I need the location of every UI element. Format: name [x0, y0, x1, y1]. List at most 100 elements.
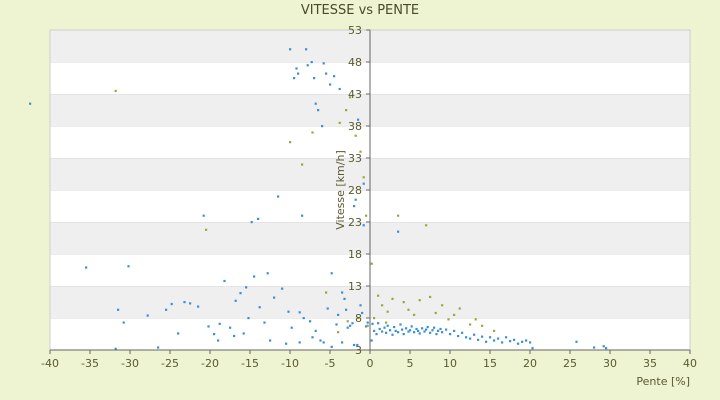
data-point — [326, 307, 329, 310]
data-point — [306, 64, 309, 67]
data-point — [485, 340, 488, 343]
y-tick-label: 33 — [348, 152, 362, 165]
data-point — [402, 333, 405, 336]
data-point — [365, 325, 368, 328]
data-point — [397, 331, 400, 334]
data-point — [338, 121, 341, 124]
data-point — [357, 118, 360, 121]
data-point — [325, 291, 328, 294]
data-point — [361, 311, 364, 315]
data-point — [205, 228, 208, 231]
data-point — [157, 346, 160, 349]
data-point — [329, 83, 332, 86]
y-tick-label: 38 — [348, 120, 362, 133]
x-tick-label: -10 — [281, 357, 299, 370]
data-point — [314, 329, 317, 332]
data-point — [431, 329, 434, 332]
data-point — [375, 333, 378, 336]
data-point — [357, 317, 360, 320]
data-point — [385, 321, 388, 324]
data-point — [277, 195, 280, 198]
data-point — [425, 224, 428, 227]
data-point — [465, 336, 468, 339]
data-point — [289, 141, 292, 144]
data-point — [218, 322, 221, 325]
data-point — [453, 329, 456, 332]
data-point — [397, 214, 400, 217]
data-point — [501, 341, 504, 344]
data-point — [281, 287, 284, 290]
data-point — [298, 341, 301, 344]
data-point — [505, 336, 508, 339]
data-point — [449, 333, 452, 336]
data-point — [433, 326, 436, 329]
data-point — [309, 320, 312, 323]
x-tick-label: 25 — [563, 357, 577, 370]
data-point — [391, 333, 394, 336]
data-point — [469, 337, 472, 340]
data-point — [493, 329, 496, 332]
data-point — [301, 214, 304, 217]
data-point — [370, 339, 373, 342]
data-point — [338, 87, 341, 91]
y-tick-label: 13 — [348, 280, 362, 293]
data-point — [258, 306, 261, 309]
data-point — [233, 334, 236, 338]
data-point — [373, 329, 376, 332]
data-point — [202, 214, 205, 217]
data-point — [399, 323, 402, 326]
data-point — [127, 265, 130, 268]
data-point — [301, 163, 304, 166]
data-point — [253, 275, 256, 278]
data-point — [165, 308, 168, 311]
data-point — [381, 330, 384, 333]
data-point — [521, 340, 524, 343]
data-point — [509, 340, 512, 343]
data-point — [197, 305, 200, 308]
data-point — [302, 317, 305, 320]
data-point — [269, 339, 272, 342]
data-point — [381, 304, 384, 307]
data-point — [311, 131, 314, 134]
data-point — [354, 198, 357, 201]
x-tick-label: 0 — [367, 357, 374, 370]
y-tick-label: 48 — [348, 56, 362, 69]
y-tick-label: 43 — [348, 88, 362, 101]
data-point — [409, 329, 412, 332]
data-point — [341, 341, 344, 344]
data-point — [341, 291, 344, 294]
data-point — [445, 328, 448, 331]
data-point — [517, 342, 520, 345]
x-tick-label: 40 — [683, 357, 697, 370]
data-point — [389, 329, 392, 332]
data-points — [29, 48, 608, 350]
data-point — [441, 331, 444, 334]
data-point — [257, 217, 260, 220]
data-point — [298, 311, 301, 314]
data-point — [429, 331, 432, 334]
data-point — [343, 297, 346, 300]
data-point — [345, 109, 348, 112]
data-point — [362, 176, 365, 179]
data-point — [413, 313, 416, 316]
data-point — [213, 333, 216, 336]
data-point — [330, 345, 333, 348]
data-point — [461, 331, 464, 334]
data-point — [29, 102, 32, 105]
data-point — [378, 327, 381, 331]
data-point — [447, 318, 450, 321]
data-point — [189, 302, 192, 305]
data-point — [421, 327, 424, 330]
data-point — [183, 301, 186, 304]
data-point — [117, 308, 120, 311]
data-point — [313, 77, 316, 80]
data-point — [345, 308, 348, 311]
data-point — [250, 221, 253, 224]
data-point — [322, 341, 325, 344]
axes: -40 -35 -30 -25 -20 -15 -10 -5 0 5 10 15 20 25 30 35 40 3… — [41, 24, 697, 370]
data-point — [273, 296, 276, 299]
data-point — [366, 324, 369, 327]
data-point — [373, 317, 376, 320]
data-point — [425, 328, 428, 331]
data-point — [605, 347, 608, 350]
